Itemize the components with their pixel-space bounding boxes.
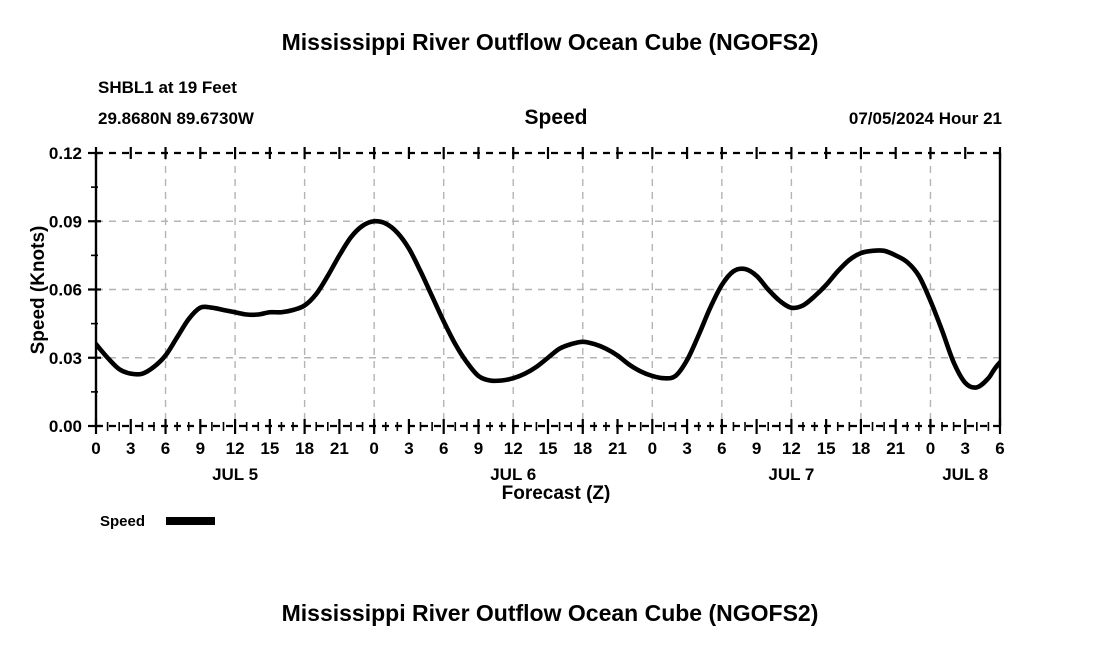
y-tick-label: 0.00 xyxy=(49,417,82,436)
x-tick-label: 6 xyxy=(995,439,1004,458)
legend: Speed xyxy=(100,513,215,530)
grid-layer xyxy=(96,153,1001,426)
station-label: SHBL1 at 19 Feet xyxy=(98,78,237,97)
x-tick-label: 6 xyxy=(161,439,170,458)
x-tick-label: 12 xyxy=(226,439,245,458)
x-tick-label: 21 xyxy=(886,439,905,458)
speed-series-line xyxy=(96,218,1000,390)
y-tick-label: 0.09 xyxy=(49,212,82,231)
x-tick-label: 3 xyxy=(404,439,413,458)
x-tick-label: 9 xyxy=(474,439,483,458)
x-axis-title: Forecast (Z) xyxy=(502,483,611,504)
y-tick-label: 0.06 xyxy=(49,281,82,300)
x-day-label: JUL 5 xyxy=(212,465,258,484)
x-tick-label: 21 xyxy=(608,439,627,458)
x-tick-label: 9 xyxy=(752,439,761,458)
x-tick-label: 21 xyxy=(330,439,349,458)
x-tick-label: 3 xyxy=(682,439,691,458)
x-tick-label: 9 xyxy=(196,439,205,458)
y-axis-title: Speed (Knots) xyxy=(28,226,49,355)
legend-label-speed: Speed xyxy=(100,513,145,530)
x-tick-label: 0 xyxy=(369,439,378,458)
x-tick-label: 12 xyxy=(782,439,801,458)
x-day-label: JUL 6 xyxy=(490,465,536,484)
panel-title: Speed xyxy=(524,106,587,129)
tick-labels-layer: 0.00 0.03 0.06 0.09 0.12 0 3 6 9 12 15 18 21 0 3 6 9 12 15… xyxy=(49,144,1005,458)
ticks-layer xyxy=(88,147,1002,434)
x-tick-label: 3 xyxy=(960,439,969,458)
x-tick-label: 0 xyxy=(91,439,100,458)
run-time-label: 07/05/2024 Hour 21 xyxy=(849,109,1002,128)
x-tick-label: 15 xyxy=(260,439,279,458)
x-tick-label: 6 xyxy=(717,439,726,458)
x-tick-label: 18 xyxy=(573,439,592,458)
series-layer xyxy=(96,218,1000,390)
coordinates-label: 29.8680N 89.6730W xyxy=(98,109,255,128)
x-tick-label: 3 xyxy=(126,439,135,458)
y-tick-label: 0.12 xyxy=(49,144,82,163)
y-tick-label: 0.03 xyxy=(49,349,82,368)
x-day-label: JUL 7 xyxy=(768,465,814,484)
figure-footer-title: Mississippi River Outflow Ocean Cube (NG… xyxy=(282,600,819,626)
x-tick-label: 18 xyxy=(295,439,314,458)
day-labels-layer: JUL 5 JUL 6 JUL 7 JUL 8 xyxy=(212,465,988,484)
x-tick-label: 18 xyxy=(851,439,870,458)
x-tick-label: 15 xyxy=(817,439,836,458)
figure-title: Mississippi River Outflow Ocean Cube (NG… xyxy=(282,29,819,55)
x-day-label: JUL 8 xyxy=(942,465,988,484)
x-tick-label: 0 xyxy=(648,439,657,458)
x-tick-label: 0 xyxy=(926,439,935,458)
x-tick-label: 6 xyxy=(439,439,448,458)
x-tick-label: 15 xyxy=(539,439,558,458)
x-tick-label: 12 xyxy=(504,439,523,458)
